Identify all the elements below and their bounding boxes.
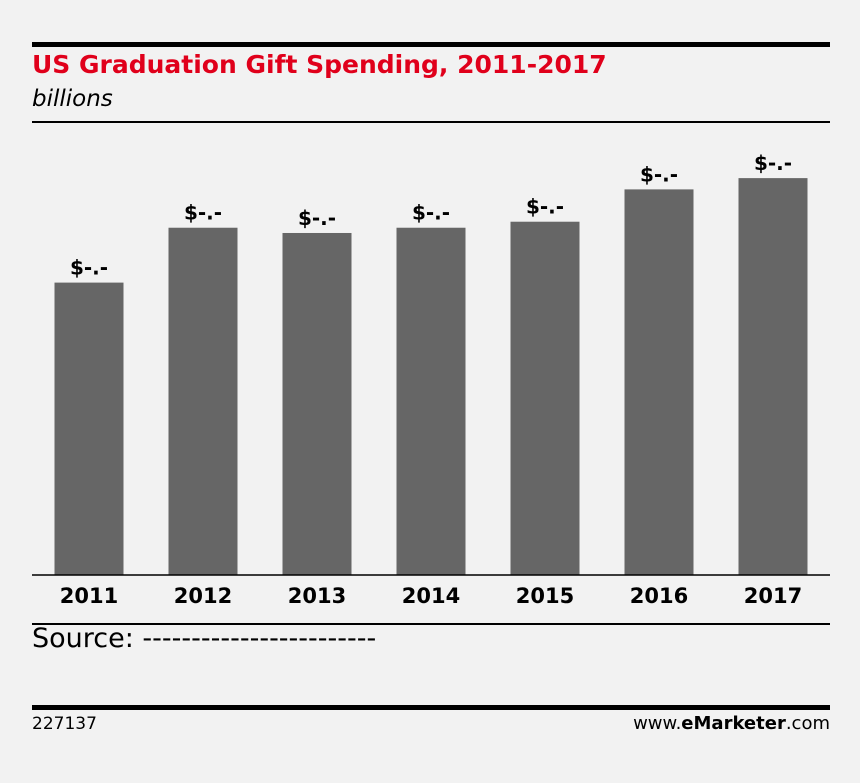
bar-2012	[168, 227, 238, 576]
chart-title: US Graduation Gift Spending, 2011-2017	[32, 50, 607, 79]
brand-prefix: www.	[633, 713, 682, 734]
top-rule	[32, 42, 830, 47]
x-tick-label-2014: 2014	[402, 584, 460, 608]
bars-group	[54, 178, 808, 576]
x-tick-label-2011: 2011	[60, 584, 118, 608]
footer-rule	[32, 705, 830, 710]
data-label-2011: $-.-	[70, 256, 108, 280]
x-tick-label-2017: 2017	[744, 584, 802, 608]
data-label-2017: $-.-	[754, 151, 792, 175]
bar-2013	[282, 232, 352, 575]
bar-2017	[738, 178, 808, 575]
bar-2016	[624, 189, 694, 575]
source-rule	[32, 623, 830, 625]
bar-2015	[510, 221, 580, 575]
brand-link[interactable]: www.eMarketer.com	[633, 713, 830, 734]
x-tick-label-2015: 2015	[516, 584, 574, 608]
x-tick-label-2013: 2013	[288, 584, 346, 608]
source-note: Source: ------------------------	[32, 623, 377, 654]
labels-group: $-.- 2011 $-.- 2012 $-.- 2013 $-.- 2014 $-.- 2015…	[60, 151, 802, 608]
brand-suffix: .com	[785, 713, 830, 734]
bar-2014	[396, 227, 466, 576]
chart-id: 227137	[32, 714, 97, 734]
data-label-2015: $-.-	[526, 195, 564, 219]
data-label-2012: $-.-	[184, 201, 222, 225]
data-label-2013: $-.-	[298, 206, 336, 230]
data-label-2016: $-.-	[640, 162, 678, 186]
x-tick-label-2012: 2012	[174, 584, 232, 608]
bar-2011	[54, 282, 124, 575]
brand-name: eMarketer	[681, 713, 786, 734]
header-rule	[32, 121, 830, 123]
chart-subtitle: billions	[32, 86, 113, 112]
data-label-2014: $-.-	[412, 201, 450, 225]
x-tick-label-2016: 2016	[630, 584, 688, 608]
